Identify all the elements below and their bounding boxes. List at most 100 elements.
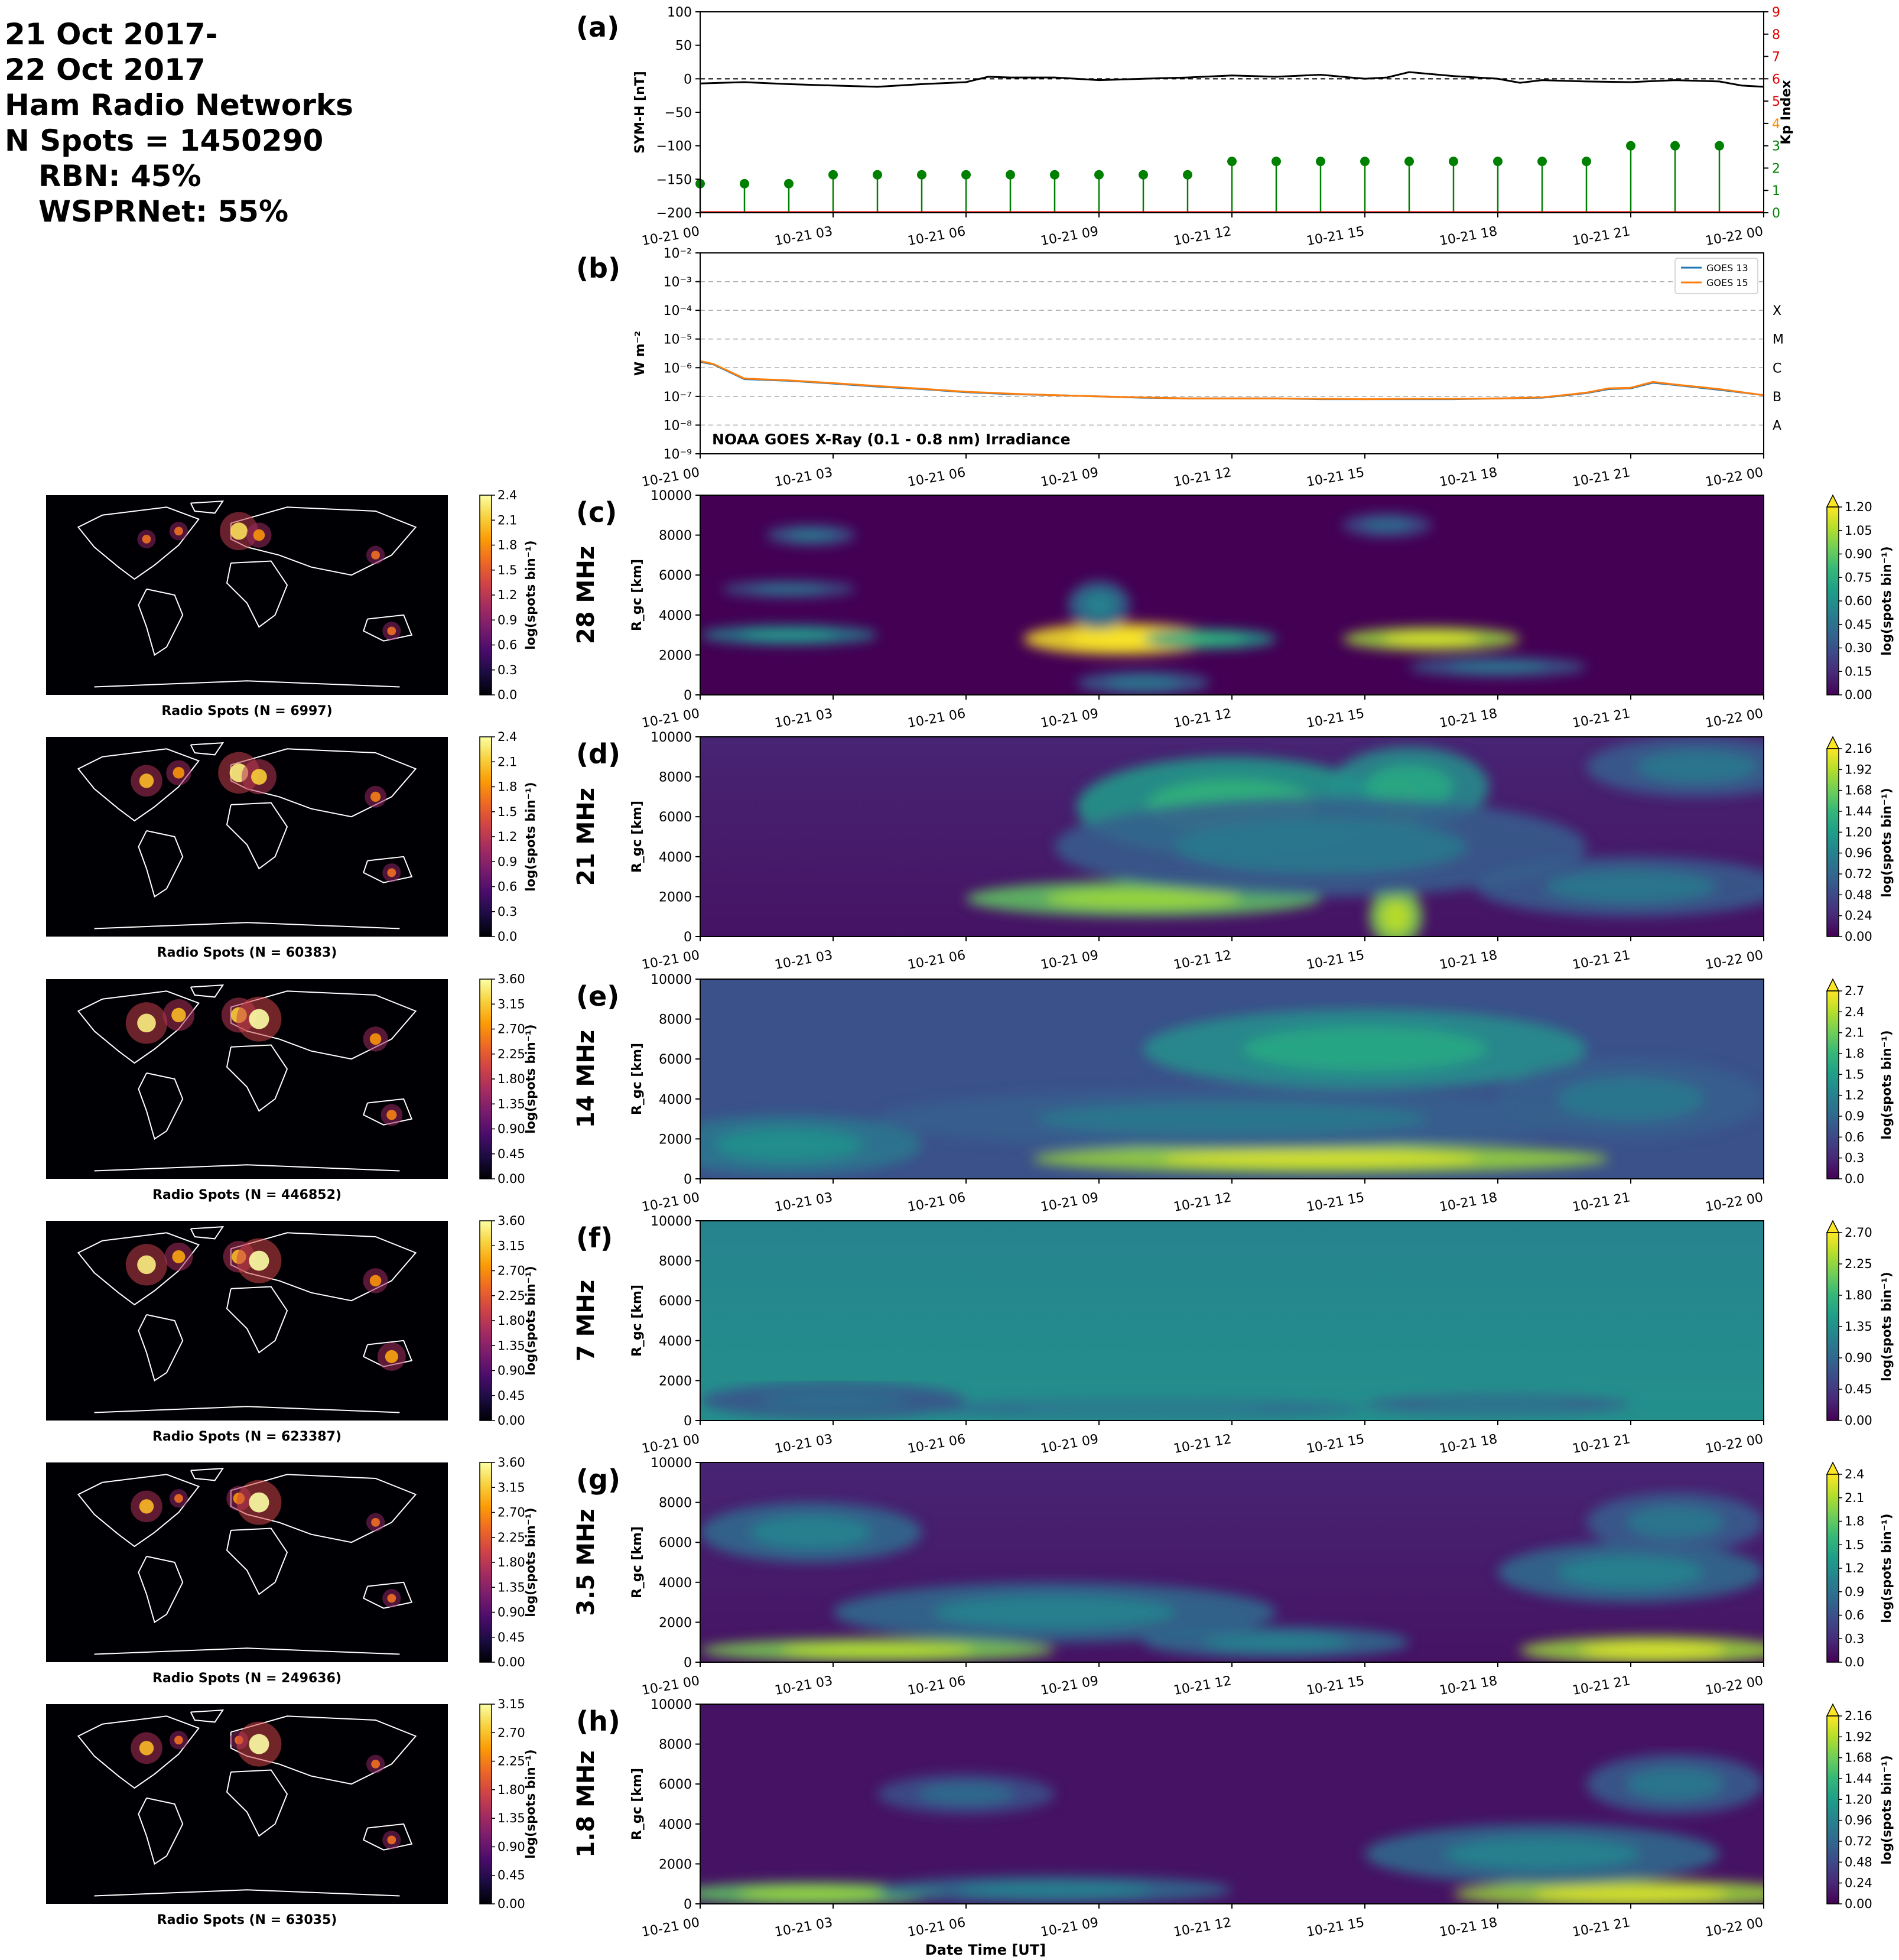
heatmap-xtick-label: 10-21 06 bbox=[906, 948, 967, 973]
heatmap-xtick-label: 10-21 09 bbox=[1039, 1915, 1100, 1940]
range-ytick-label: 10000 bbox=[651, 1698, 692, 1712]
map-colorbar-tick-label: 0.00 bbox=[497, 1655, 525, 1669]
colorbar-tick-label: 0.3 bbox=[1845, 1151, 1864, 1165]
colorbar-tick-label: 0.0 bbox=[1845, 1172, 1864, 1186]
map-colorbar bbox=[479, 1220, 492, 1421]
continent-outline bbox=[226, 1286, 288, 1354]
heatmap-field bbox=[700, 1704, 1764, 1904]
spot-density-core bbox=[174, 526, 183, 536]
map-colorbar-tick-label: 3.15 bbox=[497, 997, 525, 1011]
range-axis-label: R_gc [km] bbox=[630, 1526, 645, 1598]
heatmap-colorbar bbox=[1826, 1474, 1839, 1663]
map-colorbar-tick-label: 2.25 bbox=[497, 1530, 525, 1545]
heatmap-xtick-label: 10-21 03 bbox=[773, 1432, 834, 1457]
heatmap-xtick-label: 10-21 09 bbox=[1039, 948, 1100, 973]
frequency-band-label: 28 MHz bbox=[573, 546, 600, 644]
map-colorbar bbox=[479, 1462, 492, 1663]
map-colorbar-tick-label: 0.45 bbox=[497, 1868, 525, 1883]
spot-density-core bbox=[172, 1250, 186, 1263]
range-axis-label: R_gc [km] bbox=[630, 1043, 645, 1115]
spot-density-core bbox=[253, 529, 265, 541]
kp-marker bbox=[873, 170, 882, 180]
spot-density-core bbox=[369, 1275, 382, 1287]
heatmap-xtick-label: 10-21 21 bbox=[1571, 1190, 1631, 1215]
kp-marker bbox=[1670, 141, 1680, 151]
heatmap-blob-core bbox=[1067, 630, 1175, 648]
heatmap-xtick-label: 10-21 15 bbox=[1305, 706, 1365, 731]
panel-a-xtick-label: 10-21 00 bbox=[640, 224, 701, 249]
heatmap-colorbar bbox=[1826, 1715, 1839, 1904]
map-colorbar-tick-label: 0.45 bbox=[497, 1630, 525, 1644]
colorbar-tick-label: 1.8 bbox=[1845, 1514, 1864, 1529]
range-ytick-label: 0 bbox=[684, 688, 692, 703]
kp-marker bbox=[1582, 157, 1591, 167]
xray-ytick-label: 10⁻⁹ bbox=[664, 447, 692, 462]
frequency-band-label: 3.5 MHz bbox=[573, 1509, 600, 1616]
range-ytick-label: 4000 bbox=[659, 1818, 692, 1832]
map-colorbar-tick-label: 0.9 bbox=[497, 613, 517, 627]
spot-density-core bbox=[139, 1499, 154, 1514]
continent-outline bbox=[190, 742, 225, 756]
colorbar-tick-label: 2.4 bbox=[1845, 1467, 1864, 1481]
heatmap-blobs bbox=[700, 1754, 1764, 1904]
colorbar-tick-label: 2.1 bbox=[1845, 1026, 1864, 1040]
heatmap-blob-core bbox=[737, 1887, 885, 1901]
map-colorbar-tick-label: 2.70 bbox=[497, 1506, 525, 1520]
colorbar-tick-label: 1.92 bbox=[1845, 762, 1872, 776]
range-ytick-label: 4000 bbox=[659, 850, 692, 865]
colorbar-tick-label: 2.4 bbox=[1845, 1005, 1864, 1019]
spot-density-core bbox=[385, 1350, 398, 1363]
heatmap-blob-core bbox=[1046, 889, 1241, 909]
heatmap-blobs bbox=[966, 737, 1764, 937]
map-colorbar-label: log(spots bin⁻¹) bbox=[523, 540, 538, 649]
range-ytick-label: 2000 bbox=[659, 648, 692, 663]
heatmap-field bbox=[700, 1221, 1764, 1421]
kp-marker bbox=[1006, 170, 1015, 180]
colorbar-tick-label: 1.20 bbox=[1845, 825, 1872, 839]
heatmap-xtick-label: 10-21 06 bbox=[906, 706, 967, 731]
heatmap-field bbox=[700, 979, 1764, 1179]
colorbar-tick-label: 1.68 bbox=[1845, 784, 1872, 798]
map-colorbar-tick-label: 0.0 bbox=[497, 688, 517, 702]
colorbar-tick-label: 0.90 bbox=[1845, 547, 1872, 561]
map-colorbar bbox=[479, 736, 492, 937]
heatmap-xtick-label: 10-21 00 bbox=[640, 948, 701, 973]
heatmap-xtick-label: 10-21 18 bbox=[1438, 1915, 1498, 1940]
map-colorbar-tick-label: 0.6 bbox=[497, 638, 517, 652]
colorbar-extend-arrow bbox=[1826, 1703, 1840, 1717]
spot-density-core bbox=[173, 767, 185, 779]
map-colorbar-tick-label: 0.3 bbox=[497, 905, 517, 919]
heatmap-xtick-label: 10-21 12 bbox=[1172, 706, 1233, 731]
heatmap-xtick-label: 10-21 18 bbox=[1438, 948, 1498, 973]
spot-density-core bbox=[371, 551, 380, 560]
colorbar-tick-label: 1.5 bbox=[1845, 1538, 1864, 1552]
panel-b-xtick-label: 10-22 00 bbox=[1704, 465, 1764, 490]
colorbar-tick-label: 0.00 bbox=[1845, 1897, 1872, 1911]
heatmap-blob-core bbox=[1626, 1767, 1724, 1801]
kp-ytick-label: 9 bbox=[1772, 5, 1780, 20]
continent-outline bbox=[94, 922, 400, 929]
heatmap-xtick-label: 10-21 06 bbox=[906, 1915, 967, 1940]
spot-density-core bbox=[171, 1007, 186, 1023]
heatmap-blob-core bbox=[1037, 1102, 1427, 1136]
continent-outline bbox=[77, 1715, 200, 1789]
continent-outline bbox=[190, 984, 225, 998]
heatmap-panels: (c) 28 MHz 10000 8000 6000 4000 2000 0 R_gc [km]… bbox=[573, 489, 1894, 1940]
map-colorbar-tick-label: 2.1 bbox=[497, 755, 517, 769]
map-colorbar-tick-label: 0.45 bbox=[497, 1147, 525, 1161]
spot-density-core bbox=[249, 1492, 269, 1513]
colorbar-tick-label: 0.72 bbox=[1845, 1834, 1872, 1848]
heatmap-xtick-label: 10-21 00 bbox=[640, 1915, 701, 1940]
heatmap-xtick-label: 10-21 06 bbox=[906, 1432, 967, 1457]
continent-outline bbox=[190, 1467, 225, 1481]
kp-marker bbox=[740, 178, 749, 188]
map-colorbar-tick-label: 1.35 bbox=[497, 1580, 525, 1594]
kp-ytick-label: 7 bbox=[1772, 50, 1780, 65]
frequency-band-label: 21 MHz bbox=[573, 788, 600, 886]
heatmap-xtick-label: 10-21 03 bbox=[773, 1915, 834, 1940]
map-colorbar-tick-label: 1.8 bbox=[497, 780, 517, 794]
colorbar-tick-label: 0.6 bbox=[1845, 1130, 1864, 1144]
goes-series-line bbox=[700, 360, 1764, 401]
spot-density-core bbox=[387, 626, 396, 636]
symh-ytick-label: 0 bbox=[684, 72, 692, 87]
